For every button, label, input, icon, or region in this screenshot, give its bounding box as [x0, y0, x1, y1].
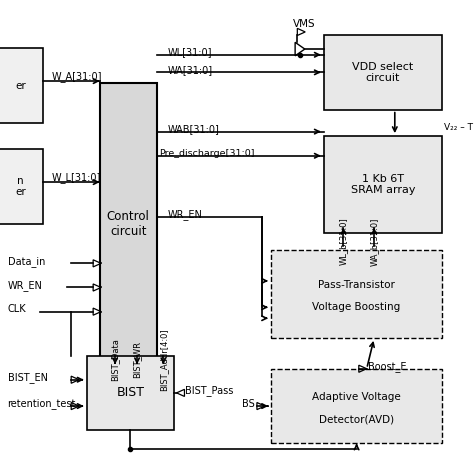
Text: W_L[31:0]: W_L[31:0] [51, 172, 101, 183]
Text: Detector(AVD): Detector(AVD) [319, 414, 394, 424]
Text: BIST_WR: BIST_WR [133, 341, 142, 378]
Text: Boost_E: Boost_E [367, 361, 406, 372]
Text: BIST: BIST [117, 386, 145, 400]
FancyBboxPatch shape [0, 149, 43, 224]
FancyBboxPatch shape [324, 136, 442, 233]
FancyBboxPatch shape [87, 356, 174, 430]
Text: Voltage Boosting: Voltage Boosting [312, 302, 401, 312]
Text: WR_EN: WR_EN [168, 210, 203, 220]
Text: CLK: CLK [8, 304, 26, 314]
Text: VDD select
circuit: VDD select circuit [352, 62, 414, 83]
FancyBboxPatch shape [271, 250, 442, 338]
Text: VMS: VMS [293, 19, 316, 29]
Text: Pass-Transistor: Pass-Transistor [318, 280, 395, 290]
Text: BIST_Addr[4:0]: BIST_Addr[4:0] [159, 328, 168, 391]
FancyBboxPatch shape [271, 369, 442, 443]
FancyBboxPatch shape [0, 48, 43, 123]
Text: WR_EN: WR_EN [8, 280, 42, 291]
Text: 1 Kb 6T
SRAM array: 1 Kb 6T SRAM array [351, 173, 415, 195]
Text: WA[31:0]: WA[31:0] [168, 65, 213, 75]
FancyBboxPatch shape [100, 83, 157, 365]
Text: W_A[31:0]: W_A[31:0] [51, 71, 102, 82]
Text: WAB[31:0]: WAB[31:0] [168, 124, 219, 135]
Text: WL_b[31:0]: WL_b[31:0] [339, 218, 348, 265]
Text: WA_b[31:0]: WA_b[31:0] [370, 217, 379, 265]
Text: BIST_Pass: BIST_Pass [185, 385, 234, 396]
Text: Pre_discharge[31:0]: Pre_discharge[31:0] [159, 149, 255, 158]
Text: n
er: n er [15, 176, 26, 197]
Text: Control
circuit: Control circuit [107, 210, 150, 238]
Text: BIST_Data: BIST_Data [110, 338, 119, 382]
Text: Adaptive Voltage: Adaptive Voltage [312, 392, 401, 402]
Text: BIST_EN: BIST_EN [8, 372, 47, 383]
Text: er: er [15, 81, 26, 91]
FancyBboxPatch shape [324, 35, 442, 109]
Text: Data_in: Data_in [8, 255, 45, 266]
Text: retention_test: retention_test [8, 399, 76, 410]
Text: BS: BS [242, 399, 255, 409]
Text: V₂₂ – T: V₂₂ – T [445, 123, 474, 132]
Text: WL[31:0]: WL[31:0] [168, 47, 212, 57]
